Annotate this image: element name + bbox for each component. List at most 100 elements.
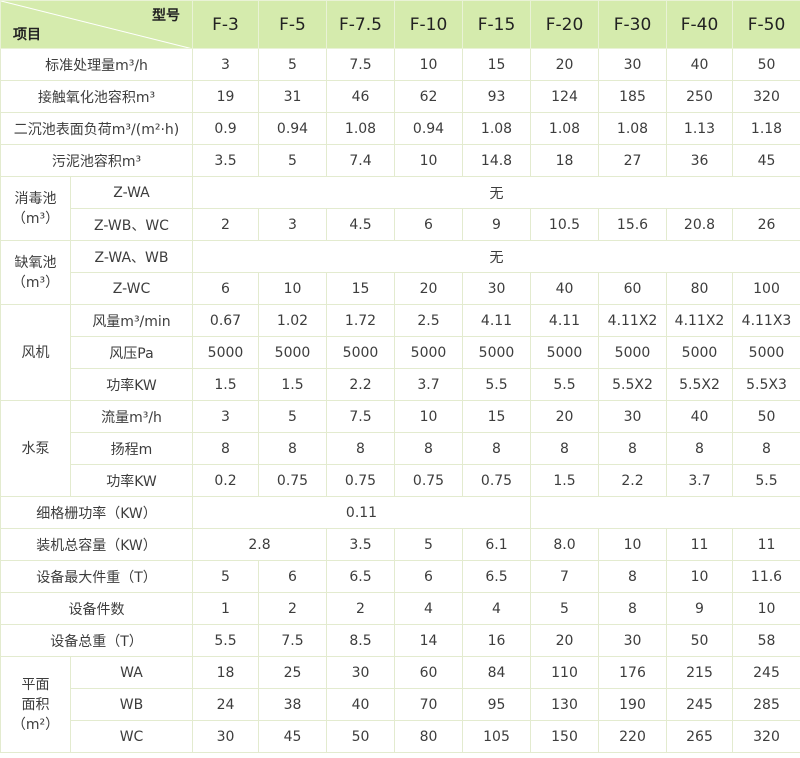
value-cell: 1.08: [326, 112, 395, 145]
row-label: 设备总重（T）: [0, 624, 193, 657]
model-header-f-5: F-5: [258, 0, 327, 49]
value-cell: 8: [326, 432, 395, 465]
value-cell: 10: [732, 592, 800, 625]
value-cell: 0.2: [192, 464, 259, 497]
value-cell: 320: [732, 720, 800, 753]
value-cell: 5: [394, 528, 463, 561]
value-cell: 0.75: [394, 464, 463, 497]
table-row: 装机总容量（KW） 2.8 3.5 5 6.1 8.0 10 11 11: [0, 528, 800, 561]
row-label: 细格栅功率（KW）: [0, 496, 193, 529]
value-cell: 5000: [258, 336, 327, 369]
table-row: 扬程m 8 8 8 8 8 8 8 8 8: [1, 432, 800, 465]
value-cell: 7.5: [326, 48, 395, 81]
value-cell: 8.0: [530, 528, 599, 561]
value-cell: 15: [326, 272, 395, 305]
value-cell: 50: [732, 400, 800, 433]
value-cell: 0.11: [192, 496, 531, 529]
value-cell: 5: [530, 592, 599, 625]
value-cell: 30: [598, 400, 667, 433]
value-cell: 60: [394, 656, 463, 689]
value-cell: 15.6: [598, 208, 667, 241]
value-cell: 93: [462, 80, 531, 113]
value-cell: 1.08: [530, 112, 599, 145]
table-row: Z-WC 6 10 15 20 30 40 60 80 100: [1, 272, 800, 305]
table-row: WC 30 45 50 80 105 150 220 265 320: [1, 720, 800, 753]
value-cell: 6: [394, 560, 463, 593]
value-cell: 1.72: [326, 304, 395, 337]
value-cell: 0.75: [326, 464, 395, 497]
value-cell: 50: [326, 720, 395, 753]
value-cell: 8: [192, 432, 259, 465]
model-header-f-7.5: F-7.5: [326, 0, 395, 49]
value-cell: 1.08: [462, 112, 531, 145]
value-cell: [530, 496, 800, 529]
value-cell: 无: [192, 240, 800, 273]
value-cell: 50: [732, 48, 800, 81]
value-cell: 130: [530, 688, 599, 721]
value-cell: 3.5: [326, 528, 395, 561]
value-cell: 6.5: [462, 560, 531, 593]
table-row: 平面 面积 （m²） WA 18 25 30 60 84 110 176 215 245: [0, 656, 800, 753]
value-cell: 5: [192, 560, 259, 593]
value-cell: 105: [462, 720, 531, 753]
value-cell: 185: [598, 80, 667, 113]
row-group-label: 水泵: [0, 400, 71, 497]
value-cell: 6: [192, 272, 259, 305]
value-cell: 1.18: [732, 112, 800, 145]
row-group-label: 消毒池 （m³）: [0, 176, 71, 241]
row-group-label: 缺氧池 （m³）: [0, 240, 71, 305]
row-label: 设备件数: [0, 592, 193, 625]
row-label: 扬程m: [70, 432, 193, 465]
value-cell: 无: [192, 176, 800, 209]
value-cell: 60: [598, 272, 667, 305]
row-label: Z-WB、WC: [70, 208, 193, 241]
table-row: 设备总重（T） 5.5 7.5 8.5 14 16 20 30 50 58: [0, 624, 800, 657]
model-header-f-20: F-20: [530, 0, 599, 49]
row-label: 标准处理量m³/h: [0, 48, 193, 81]
value-cell: 5: [258, 400, 327, 433]
value-cell: 84: [462, 656, 531, 689]
value-cell: 9: [462, 208, 531, 241]
value-cell: 8: [732, 432, 800, 465]
diagonal-divider: [1, 1, 190, 48]
value-cell: 4: [394, 592, 463, 625]
value-cell: 8: [258, 432, 327, 465]
table-row: 风压Pa 5000 5000 5000 5000 5000 5000 5000 5000 5000: [1, 336, 800, 369]
value-cell: 40: [326, 688, 395, 721]
row-label: WC: [70, 720, 193, 753]
value-cell: 14: [394, 624, 463, 657]
value-cell: 5.5: [192, 624, 259, 657]
value-cell: 8: [598, 592, 667, 625]
value-cell: 2.2: [598, 464, 667, 497]
value-cell: 58: [732, 624, 800, 657]
table-row: 缺氧池 （m³） Z-WA、WB 无: [0, 240, 800, 305]
value-cell: 5.5: [530, 368, 599, 401]
row-label: 功率KW: [70, 464, 193, 497]
value-cell: 1.08: [598, 112, 667, 145]
value-cell: 38: [258, 688, 327, 721]
value-cell: 6.5: [326, 560, 395, 593]
value-cell: 8: [666, 432, 733, 465]
value-cell: 190: [598, 688, 667, 721]
value-cell: 18: [530, 144, 599, 177]
value-cell: 3: [192, 48, 259, 81]
value-cell: 95: [462, 688, 531, 721]
value-cell: 40: [530, 272, 599, 305]
row-label: 流量m³/h: [70, 400, 193, 433]
value-cell: 14.8: [462, 144, 531, 177]
value-cell: 220: [598, 720, 667, 753]
value-cell: 4.11: [530, 304, 599, 337]
row-group-label: 风机: [0, 304, 71, 401]
value-cell: 4.11X2: [598, 304, 667, 337]
value-cell: 6.1: [462, 528, 531, 561]
value-cell: 20: [530, 400, 599, 433]
value-cell: 11.6: [732, 560, 800, 593]
value-cell: 70: [394, 688, 463, 721]
value-cell: 40: [666, 400, 733, 433]
value-cell: 8: [598, 432, 667, 465]
value-cell: 1: [192, 592, 259, 625]
value-cell: 7.4: [326, 144, 395, 177]
value-cell: 27: [598, 144, 667, 177]
value-cell: 2: [258, 592, 327, 625]
